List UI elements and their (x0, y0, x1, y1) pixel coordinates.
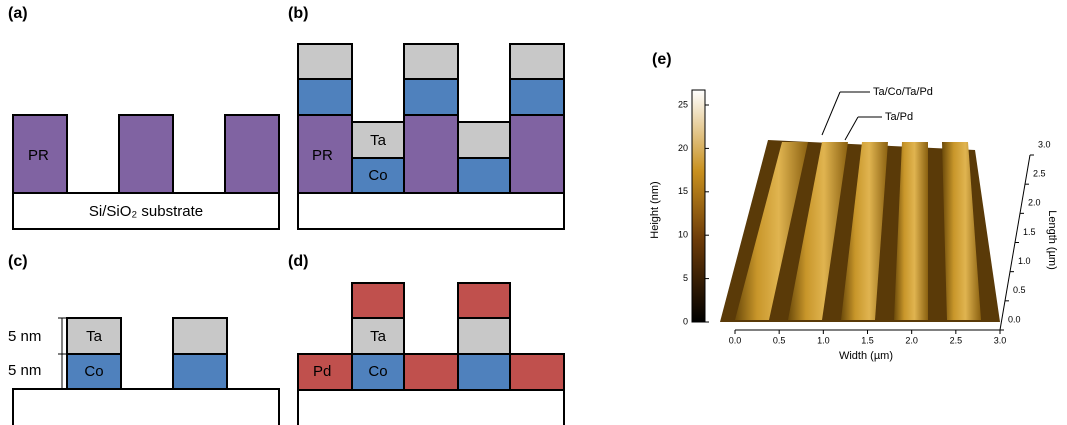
y-tick-label: 2.5 (1033, 169, 1046, 179)
annotation-line (845, 117, 858, 140)
annotation: Ta/Pd (885, 111, 913, 123)
figure: (a) PR Si/SiO₂ substrate (b) PR Ta Co (c… (0, 0, 1067, 425)
panel-label: (c) (8, 253, 28, 270)
x-tick-label: 1.5 (861, 335, 874, 345)
annotation-line (822, 92, 840, 135)
colorbar-tick-label: 5 (683, 273, 688, 283)
y-tick-label: 2.0 (1028, 198, 1041, 208)
y-tick-label: 0.5 (1013, 285, 1026, 295)
thickness-label: 5 nm (8, 328, 41, 345)
x-tick-label: 0.0 (729, 335, 742, 345)
co-label: Co (84, 363, 103, 380)
x-axis-title: Width (µm) (839, 350, 893, 362)
thickness-label: 5 nm (8, 362, 41, 379)
panel-c (13, 318, 279, 425)
y-axis-title: Length (µm) (1046, 210, 1058, 270)
co-label: Co (368, 167, 387, 184)
panel-b (298, 44, 564, 229)
colorbar-tick-label: 0 (683, 316, 688, 326)
co-label: Co (368, 363, 387, 380)
colorbar-tick-label: 25 (678, 99, 688, 109)
y-tick-label: 1.5 (1023, 227, 1036, 237)
panel-label: (d) (288, 253, 308, 270)
panel-label: (a) (8, 5, 28, 22)
x-tick-label: 2.5 (950, 335, 963, 345)
panel-d (298, 283, 564, 425)
x-tick-label: 3.0 (994, 335, 1007, 345)
x-tick-label: 2.0 (905, 335, 918, 345)
substrate-label: Si/SiO₂ substrate (89, 203, 203, 220)
y-tick-label: 0.0 (1008, 314, 1021, 324)
y-tick-label: 3.0 (1038, 139, 1051, 149)
ta-label: Ta (370, 132, 387, 149)
colorbar (692, 90, 705, 322)
x-tick-label: 0.5 (773, 335, 786, 345)
pd-label: Pd (313, 363, 331, 380)
ta-label: Ta (86, 328, 103, 345)
panel-label: (e) (652, 51, 672, 68)
colorbar-tick-label: 10 (678, 230, 688, 240)
colorbar-title: Height (nm) (649, 181, 661, 238)
colorbar-tick-label: 20 (678, 143, 688, 153)
annotation: Ta/Co/Ta/Pd (873, 86, 933, 98)
pr-label: PR (28, 147, 49, 164)
panel-label: (b) (288, 5, 308, 22)
y-tick-label: 1.0 (1018, 256, 1031, 266)
afm-surface (720, 140, 1000, 322)
ta-label: Ta (370, 328, 387, 345)
x-tick-label: 1.0 (817, 335, 830, 345)
pr-label: PR (312, 147, 333, 164)
colorbar-tick-label: 15 (678, 186, 688, 196)
